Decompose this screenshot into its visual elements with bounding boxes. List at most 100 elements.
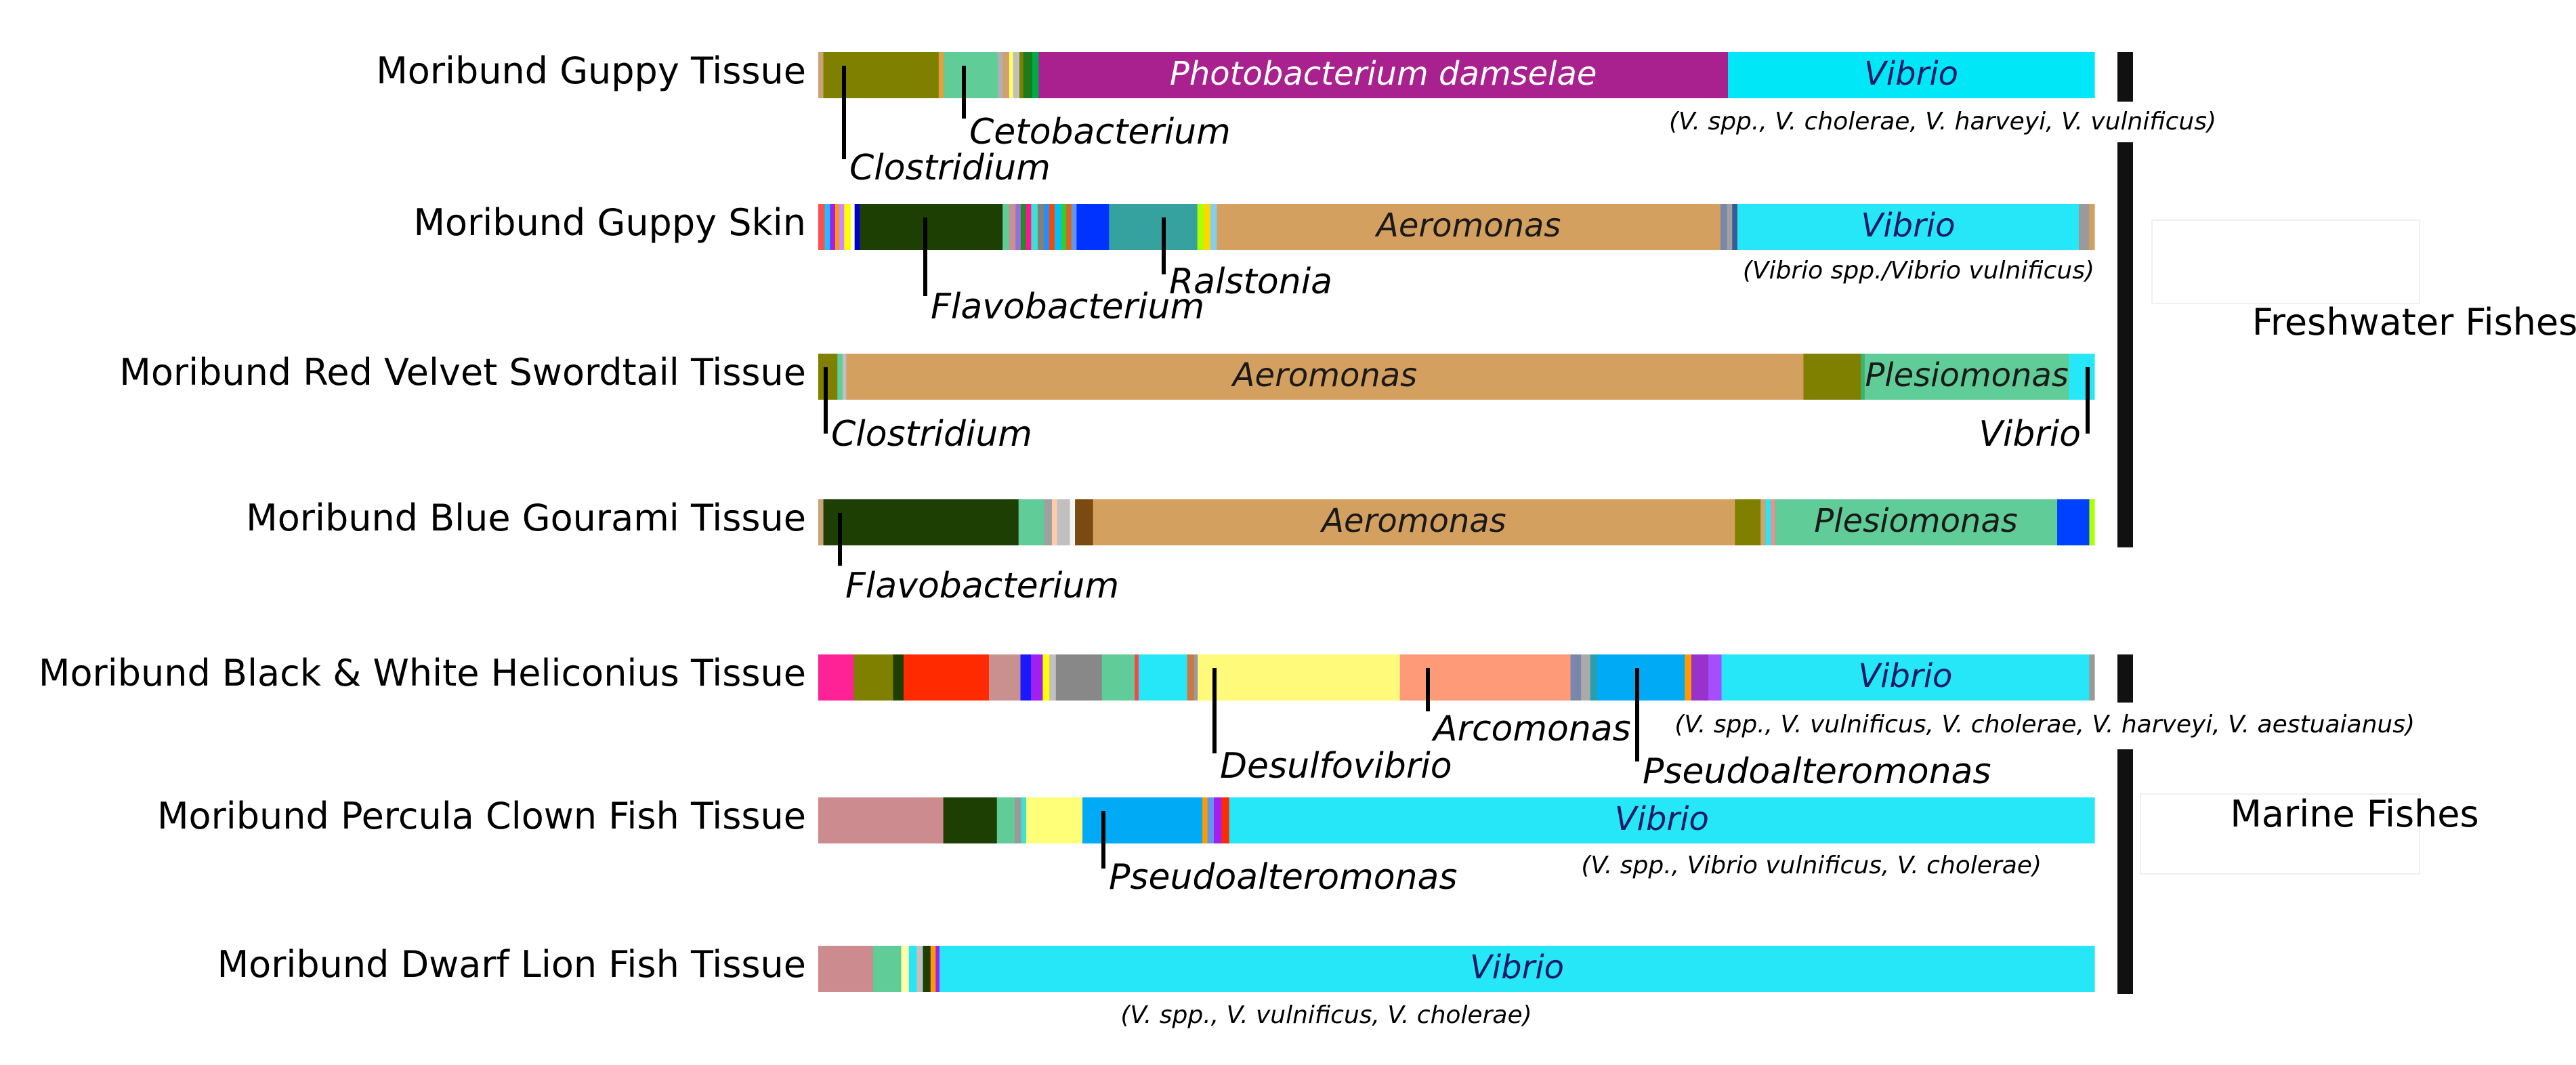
bar-segment-other (1101, 654, 1135, 701)
bar-segment-other (1732, 204, 1738, 250)
bar-segment-other (1009, 52, 1014, 98)
taxon-label: Clostridium (849, 148, 1051, 188)
bar-segment-other (837, 354, 843, 400)
taxon-callout: Arcomonas (1426, 668, 1631, 749)
bar-segment-other (938, 52, 944, 98)
bar-inner-label: Vibrio (1470, 948, 1564, 986)
bar-segment-other (1023, 52, 1033, 98)
bar-segment-other (818, 946, 874, 992)
bar-segment-other (1049, 654, 1057, 701)
group-bracket-bar (2117, 749, 2133, 994)
bar-segment-aeromonas (846, 354, 1804, 400)
bar-segment-other (1013, 52, 1020, 98)
taxon-callout: Desulfovibrio (1212, 668, 1452, 787)
taxon-callout: Ralstonia (1162, 217, 1332, 302)
taxon-label: Flavobacterium (845, 566, 1119, 606)
bar-segment-other (1207, 797, 1215, 843)
taxon-label: Pseudoalteromonas (1643, 751, 1991, 792)
taxon-callout: Vibrio (1979, 367, 2090, 455)
bar-inner-label: Vibrio (1615, 800, 1709, 838)
bar-inner-label: Aeromonas (1231, 356, 1417, 394)
bar-segment-vibrio (1737, 204, 2079, 250)
bar-segment-photobacterium-damselae (1038, 52, 1729, 98)
bar-segment-other (1735, 499, 1761, 545)
bar-segment-other (873, 946, 902, 992)
bar-segment-other (1720, 204, 1728, 250)
stacked-bar: Aeromonas Plesiomonas (818, 499, 2095, 545)
stacked-bar: Aeromonas Plesiomonas (818, 354, 2095, 400)
bar-segment-other (1020, 204, 1027, 250)
bar-segment-other (1210, 204, 1217, 250)
bar-segment-plesiomonas (1775, 499, 2058, 545)
bar-segment-other (1771, 499, 1775, 545)
bar-inner-label: Vibrio (1861, 207, 1955, 245)
bar-segment-other (830, 204, 836, 250)
bar-segment-other (903, 654, 990, 701)
bar-segment-other (1009, 204, 1016, 250)
bar-segment-other (1044, 204, 1050, 250)
species-note: (V. spp., Vibrio vulnificus, V. cholerae… (1581, 852, 2042, 879)
sample-label: Moribund Dwarf Lion Fish Tissue (217, 943, 806, 986)
taxon-callout: Clostridium (824, 367, 1032, 455)
bar-segment-other (930, 946, 936, 992)
bar-segment-other (1194, 654, 1198, 701)
bar-segment-other (844, 204, 851, 250)
bar-segment-other (818, 797, 944, 843)
species-note: (V. spp., V. vulnificus, V. cholerae, V.… (1674, 711, 2415, 738)
taxon-label: Pseudoalteromonas (1109, 857, 1458, 898)
bar-segment-other (1015, 204, 1021, 250)
bar-inner-label: Plesiomonas (1865, 356, 2069, 394)
bar-segment-other (908, 946, 917, 992)
group-label: Marine Fishes (2230, 793, 2478, 835)
bar-segment-other (835, 204, 840, 250)
bar-segment-arcomonas (1399, 654, 1571, 701)
bar-segment-other (1727, 204, 1733, 250)
bar-segment-other (1057, 499, 1071, 545)
taxon-label: Flavobacterium (931, 287, 1204, 327)
bar-segment-other (2079, 204, 2090, 250)
bar-segment-aeromonas (1217, 204, 1721, 250)
bar-segment-other (1138, 654, 1188, 701)
bar-segment-other (1581, 654, 1591, 701)
stacked-bar: Photobacterium damselae Vibrio (818, 52, 2095, 98)
bar-segment-other (1071, 204, 1077, 250)
bar-segment-pseudoalteromonas (1082, 797, 1203, 843)
bar-segment-other (1044, 499, 1053, 545)
bar-segment-vibrio (939, 946, 2095, 992)
sample-label: Moribund Blue Gourami Tissue (246, 497, 806, 539)
bar-inner-label: Aeromonas (1374, 207, 1561, 245)
species-note: (Vibrio spp./Vibrio vulnificus) (1743, 257, 2094, 285)
taxon-label: Desulfovibrio (1220, 746, 1452, 787)
bar-segment-other (1685, 654, 1692, 701)
sample-labels: Moribund Guppy Tissue Moribund Guppy Skin… (39, 49, 806, 986)
group-brackets: Freshwater Fishes Marine Fishes (2117, 52, 2576, 994)
bar-segment-other (818, 499, 824, 545)
bar-segment-other (1020, 654, 1032, 701)
bar-segment-other (1570, 654, 1582, 701)
bar-segment-vibrio (1728, 52, 2095, 98)
bar-segment-other (1070, 499, 1076, 545)
taxon-label: Clostridium (831, 414, 1032, 455)
bar-segment-aeromonas (1093, 499, 1735, 545)
bar-segment-other (1803, 354, 1861, 400)
bar-segment-other (850, 204, 856, 250)
bar-segment-other (1026, 797, 1083, 843)
bar-segment-other (1066, 204, 1072, 250)
taxon-callout: Flavobacterium (923, 217, 1204, 327)
bar-segment-other (988, 654, 1021, 701)
bar-segment-other (1002, 204, 1010, 250)
bar-segment-other (839, 204, 845, 250)
bar-segment-other (1049, 204, 1055, 250)
bars: Photobacterium damselae Vibrio Aeromonas Vi… (818, 52, 2095, 992)
group-label-box (2140, 793, 2420, 875)
bar-segment-other (2089, 654, 2095, 701)
bar-segment-other (1221, 797, 1230, 843)
bar-segment-other (853, 654, 894, 701)
stacked-bar: Vibrio (818, 654, 2095, 701)
bar-segment-other (996, 797, 1015, 843)
taxon-label: Arcomonas (1431, 709, 1631, 749)
bar-segment-other (1031, 204, 1038, 250)
bar-segment-other (1018, 499, 1045, 545)
bar-segment-other (1708, 654, 1723, 701)
